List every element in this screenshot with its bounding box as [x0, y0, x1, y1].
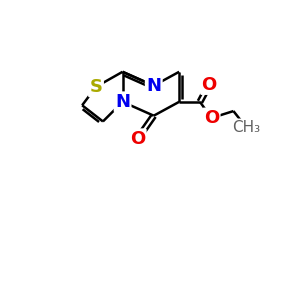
Text: O: O — [204, 109, 219, 127]
Text: O: O — [130, 130, 145, 148]
Text: O: O — [202, 76, 217, 94]
Text: N: N — [115, 93, 130, 111]
Text: N: N — [146, 77, 161, 95]
Text: S: S — [89, 78, 103, 96]
Text: CH₃: CH₃ — [232, 120, 260, 135]
